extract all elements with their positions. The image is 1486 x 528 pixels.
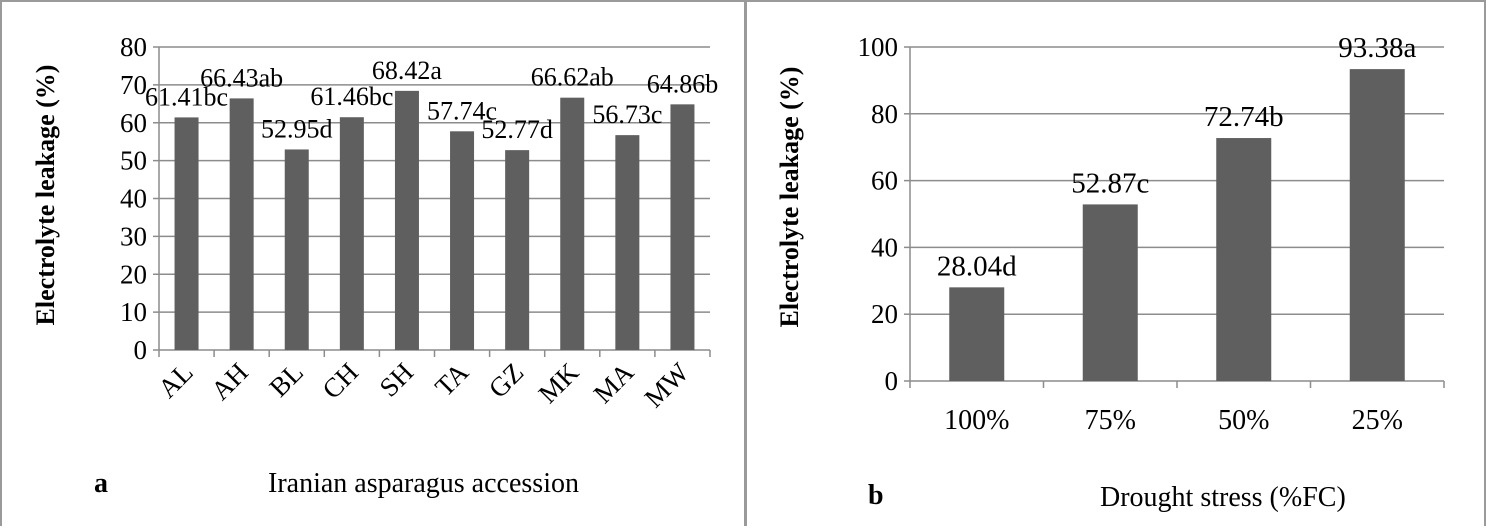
y-tick-label-a: 50 bbox=[120, 146, 147, 176]
data-label-GZ: 52.77d bbox=[481, 115, 553, 144]
x-axis-title-a: Iranian asparagus accession bbox=[268, 468, 579, 499]
category-label-TA: TA bbox=[429, 357, 474, 402]
data-label-MK: 66.62ab bbox=[531, 63, 614, 92]
data-label-CH: 61.46bc bbox=[310, 82, 393, 111]
category-label-50%: 50% bbox=[1218, 405, 1269, 436]
y-tick-label-b: 60 bbox=[871, 166, 898, 196]
category-label-BL: BL bbox=[263, 357, 309, 403]
data-label-TA: 57.74c bbox=[427, 96, 497, 125]
chart-panel-a: 0 10 20 30 40 50 60 70 80 61.41bc AL 66.43ab AH 52.95… bbox=[0, 0, 744, 526]
bar-chart-b: 0 20 40 60 80 100 28.04d 100% 52.87c 75% 72.74b 50%… bbox=[858, 32, 1445, 436]
bar-SH bbox=[394, 90, 419, 350]
bar-MW bbox=[670, 104, 695, 351]
y-tick-label-b: 100 bbox=[858, 32, 899, 62]
category-label-75%: 75% bbox=[1085, 405, 1136, 436]
category-label-MW: MW bbox=[638, 357, 695, 414]
bar-AL bbox=[174, 117, 199, 350]
bar-75% bbox=[1082, 204, 1138, 381]
bar-CH bbox=[339, 117, 364, 351]
bar-100% bbox=[949, 287, 1005, 381]
category-label-SH: SH bbox=[374, 357, 420, 403]
panel-letter-b: b bbox=[868, 480, 884, 511]
y-axis-title-b: Electrolyte leakage (%) bbox=[775, 66, 804, 328]
data-label-75%: 52.87c bbox=[1071, 167, 1149, 199]
data-label-BL: 52.95d bbox=[261, 114, 333, 143]
y-tick-label-b: 80 bbox=[871, 99, 898, 129]
y-tick-label-b: 0 bbox=[885, 366, 899, 396]
y-axis-title-a: Electrolyte leakage (%) bbox=[31, 64, 60, 326]
bar-50% bbox=[1216, 138, 1272, 381]
y-tick-label-a: 70 bbox=[120, 70, 147, 100]
bar-AH bbox=[229, 98, 254, 350]
category-label-MA: MA bbox=[588, 357, 640, 409]
chart-panel-b: 0 20 40 60 80 100 28.04d 100% 52.87c 75% 72.74b 50%… bbox=[744, 0, 1486, 526]
category-label-AH: AH bbox=[205, 357, 254, 406]
bar-GZ bbox=[505, 150, 530, 350]
bar-MK bbox=[560, 97, 585, 350]
bar-chart-a: 0 10 20 30 40 50 60 70 80 61.41bc AL 66.43ab AH 52.95… bbox=[120, 32, 719, 414]
category-label-100%: 100% bbox=[944, 405, 1009, 436]
data-label-AH: 66.43ab bbox=[200, 63, 283, 92]
y-tick-label-a: 60 bbox=[120, 108, 147, 138]
bar-MA bbox=[615, 135, 640, 350]
category-label-GZ: GZ bbox=[483, 357, 530, 404]
bar-TA bbox=[450, 131, 475, 350]
y-tick-label-a: 20 bbox=[120, 259, 147, 289]
y-tick-label-a: 40 bbox=[120, 184, 147, 214]
data-label-25%: 93.38a bbox=[1338, 32, 1416, 64]
y-tick-label-a: 0 bbox=[134, 335, 148, 365]
category-label-25%: 25% bbox=[1352, 405, 1403, 436]
category-label-AL: AL bbox=[152, 357, 199, 404]
data-label-MW: 64.86b bbox=[647, 69, 719, 98]
data-label-SH: 68.42a bbox=[372, 56, 443, 85]
data-label-100%: 28.04d bbox=[937, 250, 1017, 282]
y-tick-label-a: 10 bbox=[120, 297, 147, 327]
y-tick-label-b: 20 bbox=[871, 299, 898, 329]
data-label-AL: 61.41bc bbox=[145, 82, 228, 111]
bar-BL bbox=[284, 149, 309, 350]
y-tick-label-a: 80 bbox=[120, 32, 147, 62]
panel-letter-a: a bbox=[94, 468, 108, 499]
category-label-CH: CH bbox=[316, 357, 364, 405]
y-tick-label-a: 30 bbox=[120, 221, 147, 251]
category-label-MK: MK bbox=[533, 357, 585, 409]
data-label-50%: 72.74b bbox=[1204, 101, 1284, 133]
x-axis-title-b: Drought stress (%FC) bbox=[1100, 482, 1346, 513]
data-label-MA: 56.73c bbox=[592, 100, 662, 129]
y-tick-label-b: 40 bbox=[871, 232, 898, 262]
bar-25% bbox=[1349, 69, 1405, 381]
